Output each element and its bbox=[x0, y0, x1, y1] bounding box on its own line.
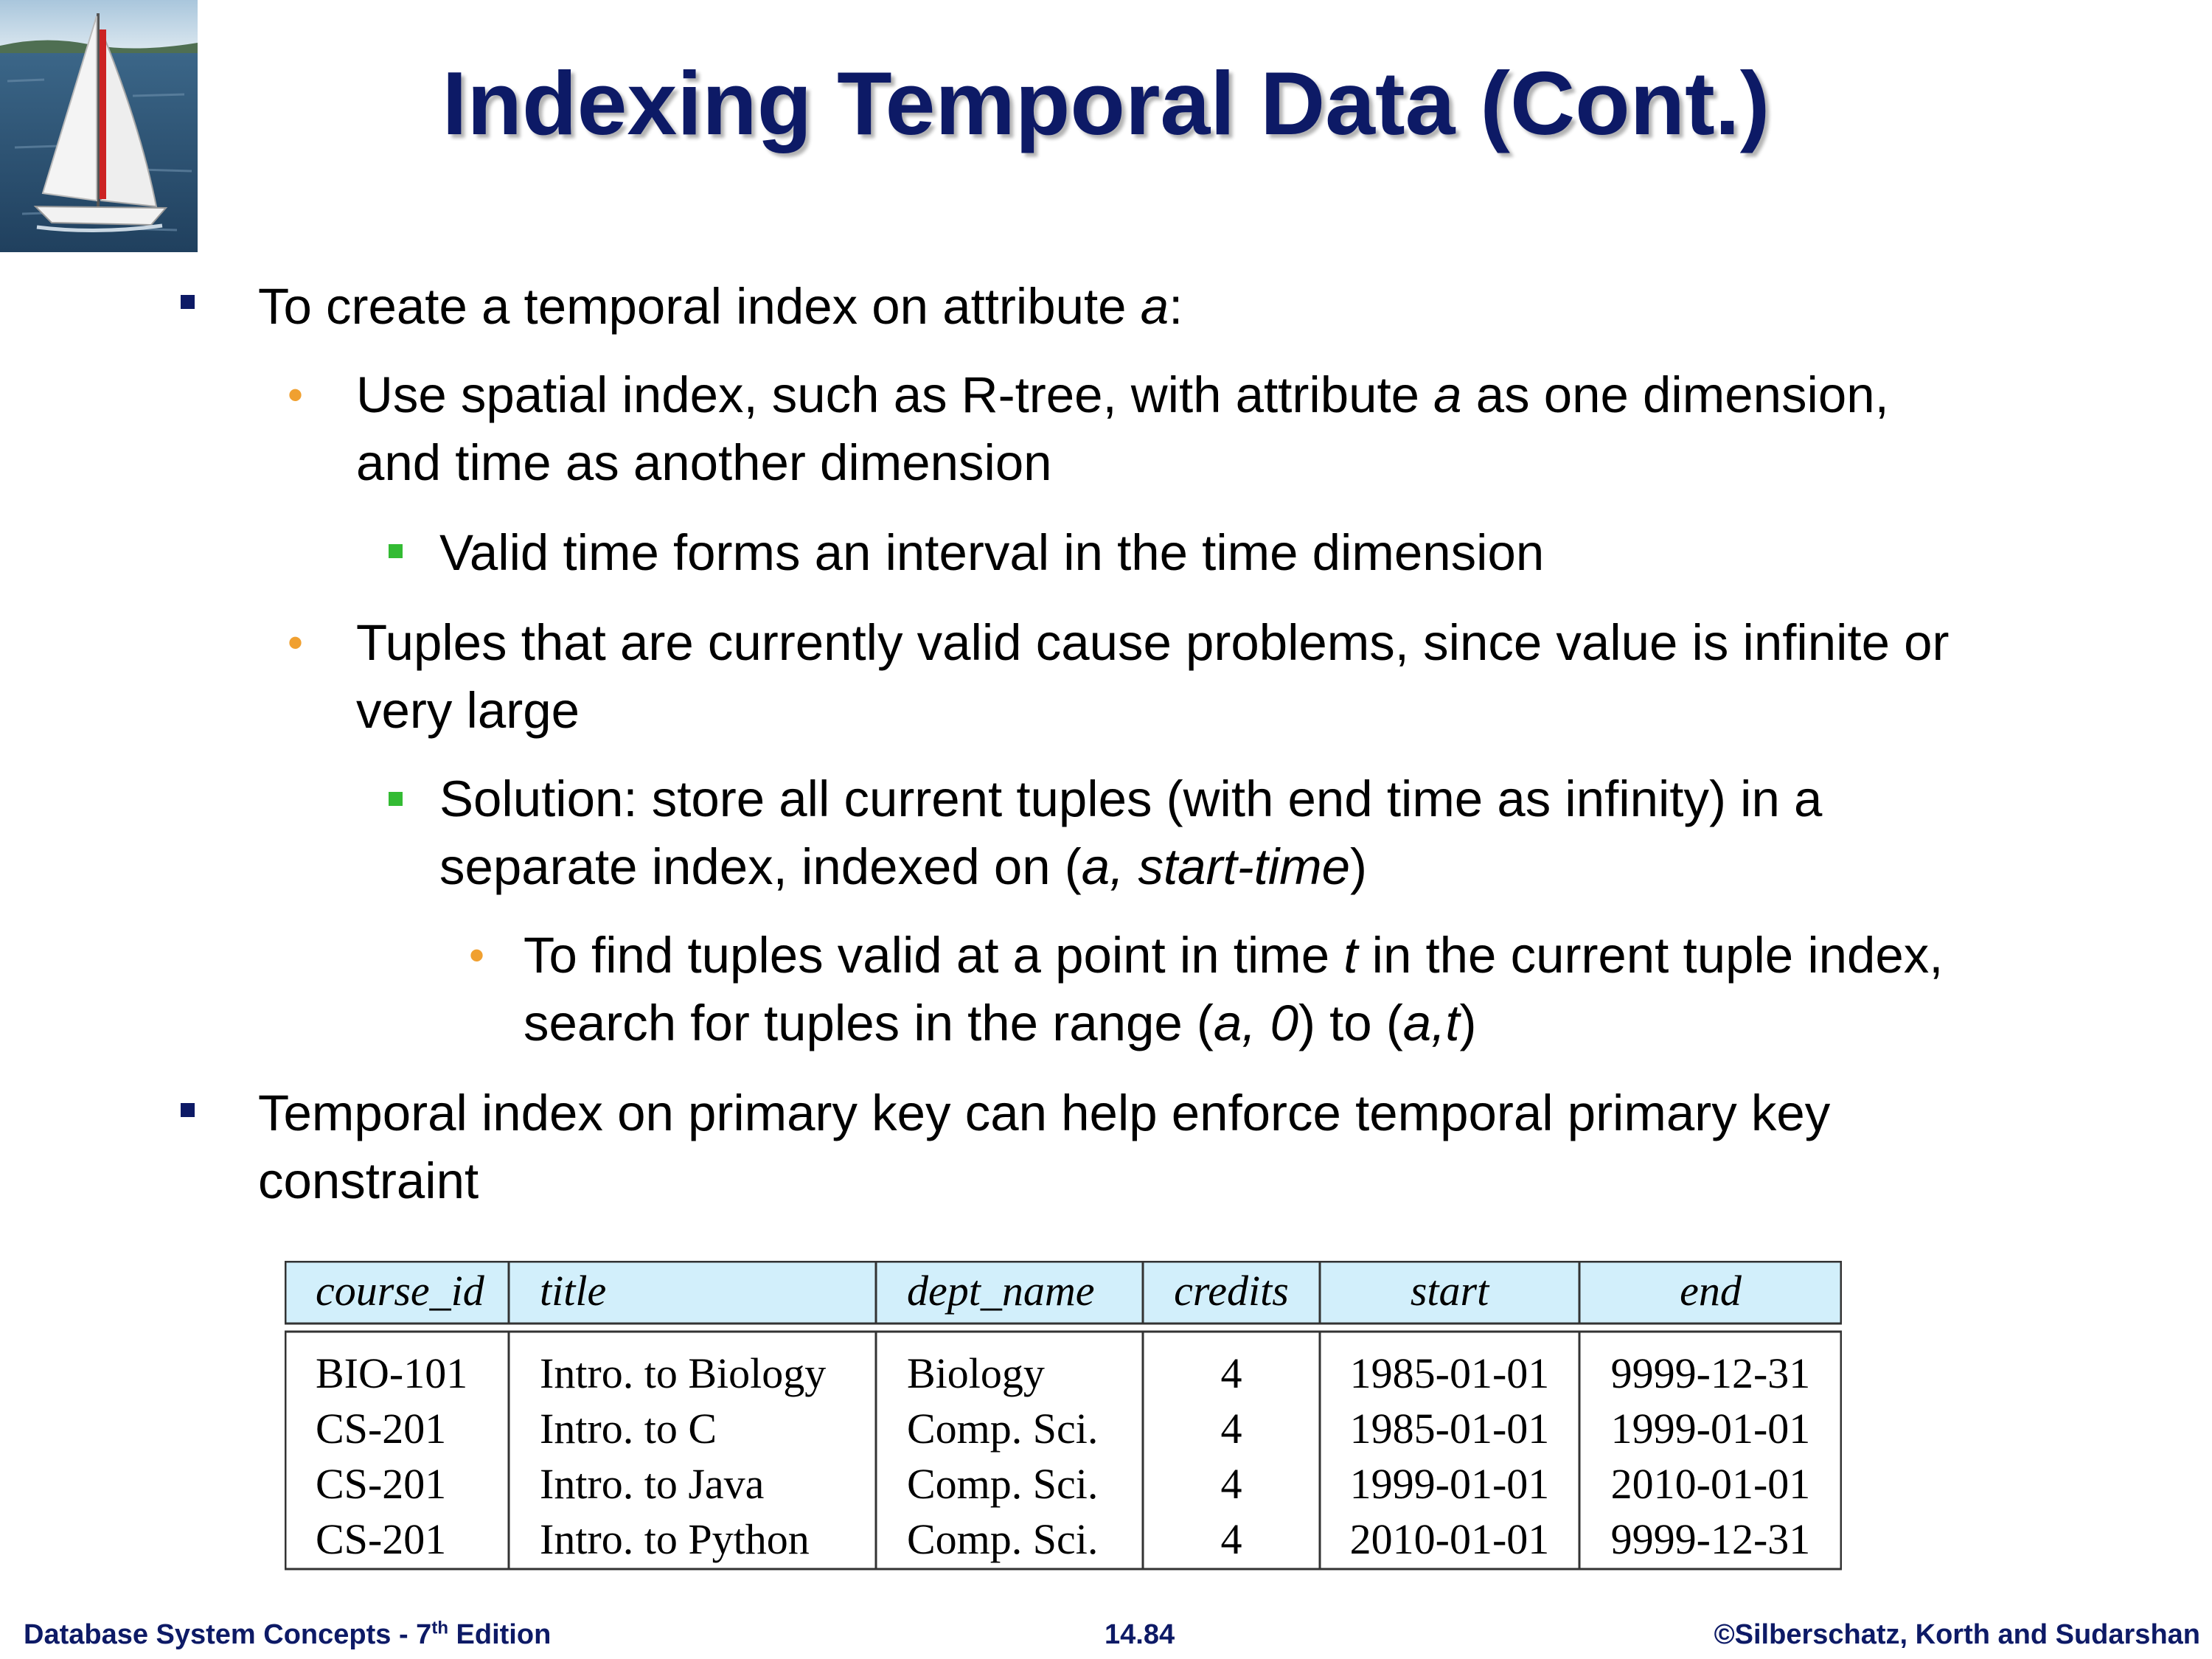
table-cell: 1999-01-01 bbox=[1611, 1405, 1811, 1453]
bullet-square-icon bbox=[181, 295, 195, 309]
italic-text: a, start-time bbox=[1081, 838, 1351, 895]
text-segment: : bbox=[1169, 278, 1183, 335]
text-segment: Temporal index on primary key can help e… bbox=[258, 1085, 1831, 1141]
text-segment: Use spatial index, such as R-tree, with … bbox=[356, 366, 1434, 423]
footer-book-title: Database System Concepts - 7th Edition bbox=[24, 1618, 552, 1650]
table-cell: 4 bbox=[1221, 1349, 1242, 1397]
bullet-square-icon bbox=[389, 544, 403, 558]
text-segment: search for tuples in the range ( bbox=[524, 995, 1214, 1051]
bullet-item-4: Tuples that are currently valid cause pr… bbox=[356, 614, 1950, 739]
table-cell: Intro. to Java bbox=[540, 1460, 764, 1508]
table-cell: CS-201 bbox=[316, 1515, 446, 1563]
table-cell: Biology bbox=[907, 1349, 1045, 1397]
table-cell: Intro. to Biology bbox=[540, 1349, 826, 1397]
table-header-course-id: course_id bbox=[316, 1267, 485, 1315]
table-cell: 2010-01-01 bbox=[1350, 1515, 1550, 1563]
italic-text: t bbox=[1343, 927, 1358, 984]
italic-text: a bbox=[1433, 366, 1462, 423]
bullet-item-1: To create a temporal index on attribute … bbox=[258, 273, 1183, 341]
table-cell: 9999-12-31 bbox=[1611, 1349, 1811, 1397]
text-segment: Solution: store all current tuples (with… bbox=[439, 771, 1823, 827]
table-header-credits: credits bbox=[1174, 1267, 1289, 1315]
italic-text: a bbox=[1140, 278, 1169, 335]
italic-text: a,t bbox=[1402, 995, 1460, 1051]
table-cell: BIO-101 bbox=[316, 1349, 467, 1397]
table-cell: Comp. Sci. bbox=[907, 1460, 1098, 1508]
text-segment: Valid time forms an interval in the time… bbox=[439, 524, 1545, 581]
table-header-end: end bbox=[1680, 1267, 1742, 1315]
text-segment: in the current tuple index, bbox=[1357, 927, 1944, 984]
bullet-item-5: Solution: store all current tuples (with… bbox=[439, 765, 1822, 901]
bullet-dot-icon: • bbox=[288, 618, 304, 667]
table-header-title: title bbox=[540, 1267, 606, 1315]
sailboat-logo-icon bbox=[0, 0, 198, 252]
text-segment: To find tuples valid at a point in time bbox=[524, 927, 1344, 984]
table-header-start: start bbox=[1411, 1267, 1490, 1315]
table-cell: Intro. to Python bbox=[540, 1515, 810, 1563]
table-cell: Comp. Sci. bbox=[907, 1405, 1098, 1453]
text-segment: ) bbox=[1459, 995, 1477, 1051]
bullet-dot-icon: • bbox=[288, 370, 304, 420]
table-cell: Comp. Sci. bbox=[907, 1515, 1098, 1563]
bullet-item-6: To find tuples valid at a point in time … bbox=[524, 922, 1943, 1057]
bullet-dot-icon: • bbox=[469, 931, 485, 980]
text-segment: ) to ( bbox=[1298, 995, 1403, 1051]
italic-text: a, 0 bbox=[1213, 995, 1298, 1051]
text-segment: Tuples that are currently valid cause pr… bbox=[356, 614, 1950, 671]
bullet-square-icon bbox=[181, 1103, 195, 1117]
table-cell: CS-201 bbox=[316, 1460, 446, 1508]
table-header-background bbox=[284, 1260, 1843, 1325]
table-cell: Intro. to C bbox=[540, 1405, 717, 1453]
bullet-item-2: Use spatial index, such as R-tree, with … bbox=[356, 366, 1889, 491]
table-cell: 4 bbox=[1221, 1460, 1242, 1508]
text-segment: as one dimension, bbox=[1461, 366, 1889, 423]
slide-title: Indexing Temporal Data (Cont.) bbox=[442, 53, 1770, 153]
course-table: course_id title dept_name credits start end BI… bbox=[284, 1260, 1843, 1571]
table-cell: 9999-12-31 bbox=[1611, 1515, 1811, 1563]
table-cell: 1985-01-01 bbox=[1350, 1349, 1550, 1397]
footer: Database System Concepts - 7th Edition 1… bbox=[0, 1619, 2212, 1656]
table-cell: CS-201 bbox=[316, 1405, 446, 1453]
footer-page-number: 14.84 bbox=[1105, 1619, 1175, 1650]
text-segment: ) bbox=[1350, 838, 1367, 895]
text-segment: separate index, indexed on ( bbox=[439, 838, 1082, 895]
table-cell: 1999-01-01 bbox=[1350, 1460, 1550, 1508]
table-header-dept-name: dept_name bbox=[907, 1267, 1095, 1315]
bullet-item-3: Valid time forms an interval in the time… bbox=[439, 519, 1544, 587]
table-body-background bbox=[284, 1330, 1843, 1571]
bullet-square-icon bbox=[389, 792, 403, 806]
table-cell: 1985-01-01 bbox=[1350, 1405, 1550, 1453]
bullet-item-7: Temporal index on primary key can help e… bbox=[258, 1085, 1831, 1209]
table-cell: 4 bbox=[1221, 1405, 1242, 1453]
table-cell: 4 bbox=[1221, 1515, 1242, 1563]
table-cell: 2010-01-01 bbox=[1611, 1460, 1811, 1508]
footer-copyright: ©Silberschatz, Korth and Sudarshan bbox=[1714, 1619, 2200, 1650]
text-segment: To create a temporal index on attribute bbox=[258, 278, 1141, 335]
